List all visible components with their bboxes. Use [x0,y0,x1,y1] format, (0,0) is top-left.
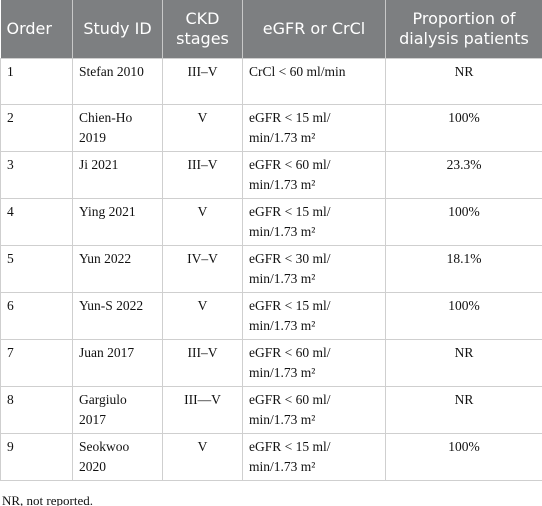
table-row: 5 Yun 2022 IV–V eGFR < 30 ml/ min/1.73 m² 18… [0,244,542,293]
table-cell: 18.1% [385,244,542,293]
table-cell: 3 [0,150,73,199]
table-cell: 2 [0,103,73,152]
header-cell: eGFR or CrCl [242,0,386,58]
table-cell: eGFR < 60 ml/ min/1.73 m² [242,150,386,199]
table-cell: eGFR < 60 ml/ min/1.73 m² [242,385,386,434]
table-cell: NR [385,385,542,434]
table-cell: Juan 2017 [72,338,163,387]
table-cell: eGFR < 30 ml/ min/1.73 m² [242,244,386,293]
table-cell: 7 [0,338,73,387]
table-cell: eGFR < 15 ml/ min/1.73 m² [242,197,386,246]
table-row: 3 Ji 2021 III–V eGFR < 60 ml/ min/1.73 m² 23… [0,150,542,199]
table-cell: 6 [0,291,73,340]
table-cell: 8 [0,385,73,434]
table-row: 7 Juan 2017 III–V eGFR < 60 ml/ min/1.73 m²… [0,338,542,387]
table-cell: III—V [162,385,243,434]
table-cell: III–V [162,338,243,387]
table-cell: Ji 2021 [72,150,163,199]
table-cell: eGFR < 15 ml/ min/1.73 m² [242,432,386,481]
table-cell: 5 [0,244,73,293]
footnote: NR, not reported. [2,492,93,506]
table-cell: NR [385,338,542,387]
table-cell: IV–V [162,244,243,293]
header-cell: Order [0,0,73,58]
table-cell: Gargiulo 2017 [72,385,163,434]
table-cell: eGFR < 60 ml/ min/1.73 m² [242,338,386,387]
table-cell: V [162,291,243,340]
table-cell: V [162,103,243,152]
table-body: 1 Stefan 2010 III–V CrCl < 60 ml/min NR 2 Chie… [0,57,542,481]
table-cell: Ying 2021 [72,197,163,246]
table-cell: III–V [162,57,243,105]
table-cell: CrCl < 60 ml/min [242,57,386,105]
table-cell: 100% [385,197,542,246]
table-cell: 9 [0,432,73,481]
header-cell: Proportion of dialysis patients [385,0,542,58]
study-table: Order Study ID CKD stages eGFR or CrCl Propo… [0,0,542,481]
table-cell: eGFR < 15 ml/ min/1.73 m² [242,291,386,340]
table-row: 1 Stefan 2010 III–V CrCl < 60 ml/min NR [0,57,542,105]
table-cell: Yun-S 2022 [72,291,163,340]
table-cell: V [162,432,243,481]
table-row: 8 Gargiulo 2017 III—V eGFR < 60 ml/ min/1.7… [0,385,542,434]
table-cell: 100% [385,103,542,152]
table-cell: Seokwoo 2020 [72,432,163,481]
table-cell: eGFR < 15 ml/ min/1.73 m² [242,103,386,152]
header-cell: Study ID [72,0,163,58]
table-cell: 1 [0,57,73,105]
table-cell: Yun 2022 [72,244,163,293]
table-cell: NR [385,57,542,105]
table-cell: 23.3% [385,150,542,199]
table-cell: 100% [385,432,542,481]
table-cell: III–V [162,150,243,199]
header-row: Order Study ID CKD stages eGFR or CrCl Propo… [0,0,542,58]
table-cell: Stefan 2010 [72,57,163,105]
header-cell: CKD stages [162,0,243,58]
table-cell: 100% [385,291,542,340]
table-cell: Chien-Ho 2019 [72,103,163,152]
table-cell: V [162,197,243,246]
table-cell: 4 [0,197,73,246]
